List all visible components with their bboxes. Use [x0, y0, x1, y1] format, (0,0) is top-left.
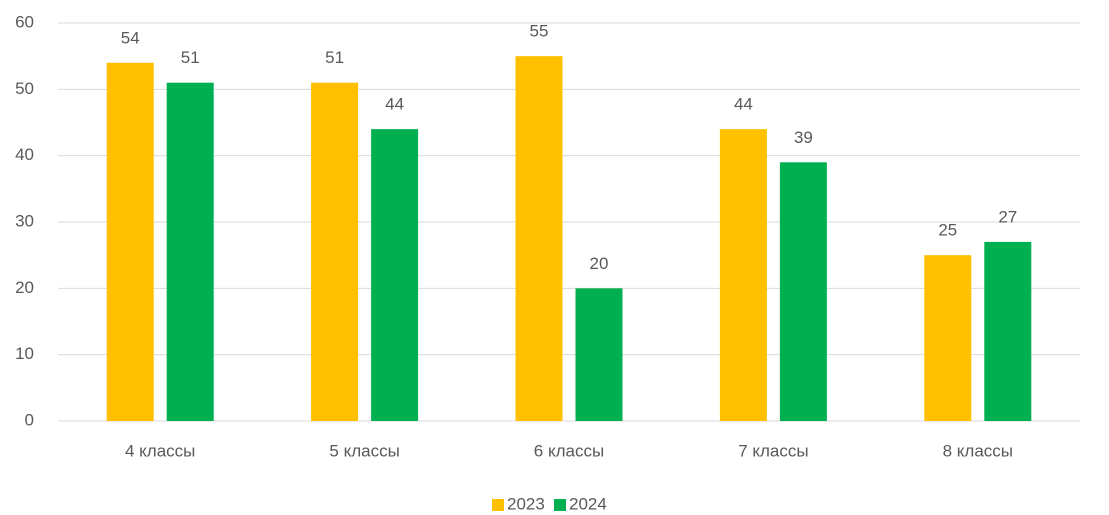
- data-label: 51: [325, 48, 344, 67]
- bar: [924, 255, 972, 421]
- y-tick-label: 50: [15, 79, 34, 98]
- bar: [984, 241, 1032, 421]
- x-tick-label: 7 классы: [738, 441, 808, 460]
- y-tick-label: 40: [15, 145, 34, 164]
- y-tick-label: 0: [25, 410, 34, 429]
- data-label: 54: [121, 28, 140, 47]
- data-label: 20: [590, 254, 609, 273]
- data-label: 39: [794, 128, 813, 147]
- data-label: 44: [385, 95, 404, 114]
- bar: [371, 129, 419, 421]
- data-label: 44: [734, 95, 753, 114]
- bar: [719, 129, 767, 421]
- y-tick-label: 30: [15, 211, 34, 230]
- x-tick-label: 6 классы: [534, 441, 604, 460]
- data-label: 55: [530, 22, 549, 41]
- bar: [575, 288, 623, 421]
- y-tick-label: 60: [15, 12, 34, 31]
- x-tick-label: 4 классы: [125, 441, 195, 460]
- data-label: 51: [181, 48, 200, 67]
- bar: [779, 162, 827, 422]
- x-tick-label: 5 классы: [329, 441, 399, 460]
- y-tick-label: 20: [15, 278, 34, 297]
- data-label: 25: [938, 221, 957, 240]
- bar: [106, 62, 154, 422]
- legend-swatch: [492, 499, 504, 511]
- bar: [166, 82, 214, 421]
- legend-swatch: [554, 499, 566, 511]
- data-label: 27: [998, 207, 1017, 226]
- x-tick-label: 8 классы: [943, 441, 1013, 460]
- y-tick-label: 10: [15, 344, 34, 363]
- legend-label: 2024: [569, 494, 607, 513]
- bar: [515, 56, 563, 422]
- bar: [311, 82, 359, 421]
- legend-label: 2023: [507, 494, 545, 513]
